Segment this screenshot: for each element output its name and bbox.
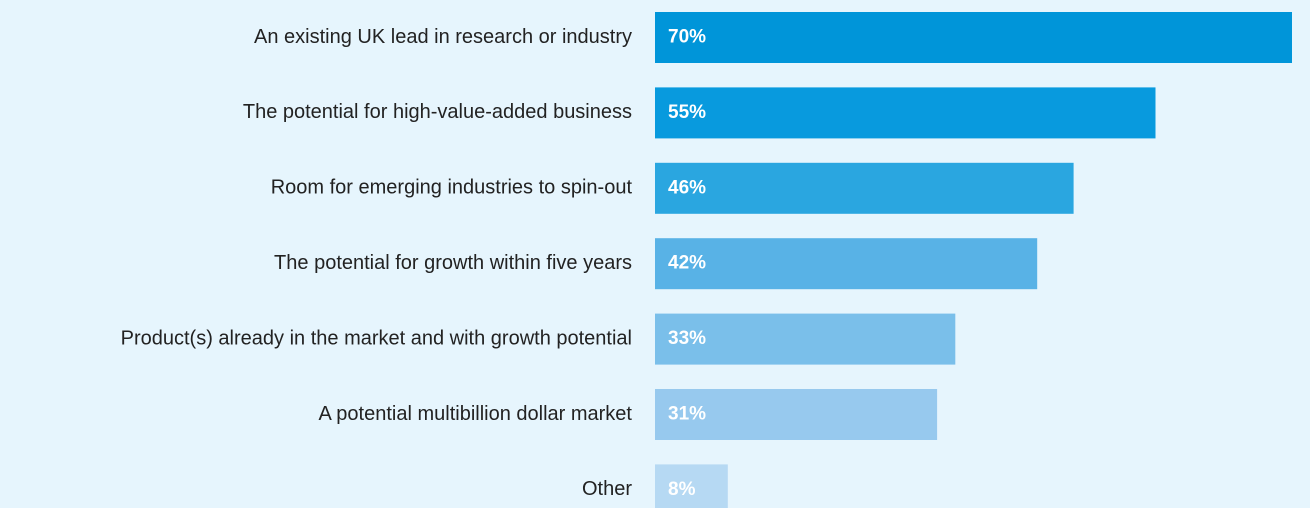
bar: [655, 389, 938, 440]
bar: [655, 464, 728, 508]
category-label: Other: [582, 478, 632, 500]
value-label: 55%: [668, 102, 706, 123]
value-label: 8%: [668, 479, 696, 500]
value-label: 42%: [668, 253, 706, 274]
category-label: The potential for high-value-added busin…: [243, 101, 632, 123]
category-label: The potential for growth within five yea…: [274, 252, 632, 274]
value-label: 31%: [668, 404, 706, 425]
category-label: A potential multibillion dollar market: [319, 403, 633, 425]
category-label: An existing UK lead in research or indus…: [254, 26, 632, 48]
category-label: Product(s) already in the market and wit…: [121, 327, 632, 349]
bar: [655, 162, 1074, 214]
bar: [655, 313, 956, 365]
value-label: 33%: [668, 328, 706, 349]
bar: [655, 12, 1292, 63]
bar: [655, 87, 1156, 139]
category-label: Room for emerging industries to spin-out: [271, 177, 633, 199]
bar: [655, 238, 1038, 290]
value-label: 46%: [668, 177, 706, 198]
value-label: 70%: [668, 27, 706, 48]
